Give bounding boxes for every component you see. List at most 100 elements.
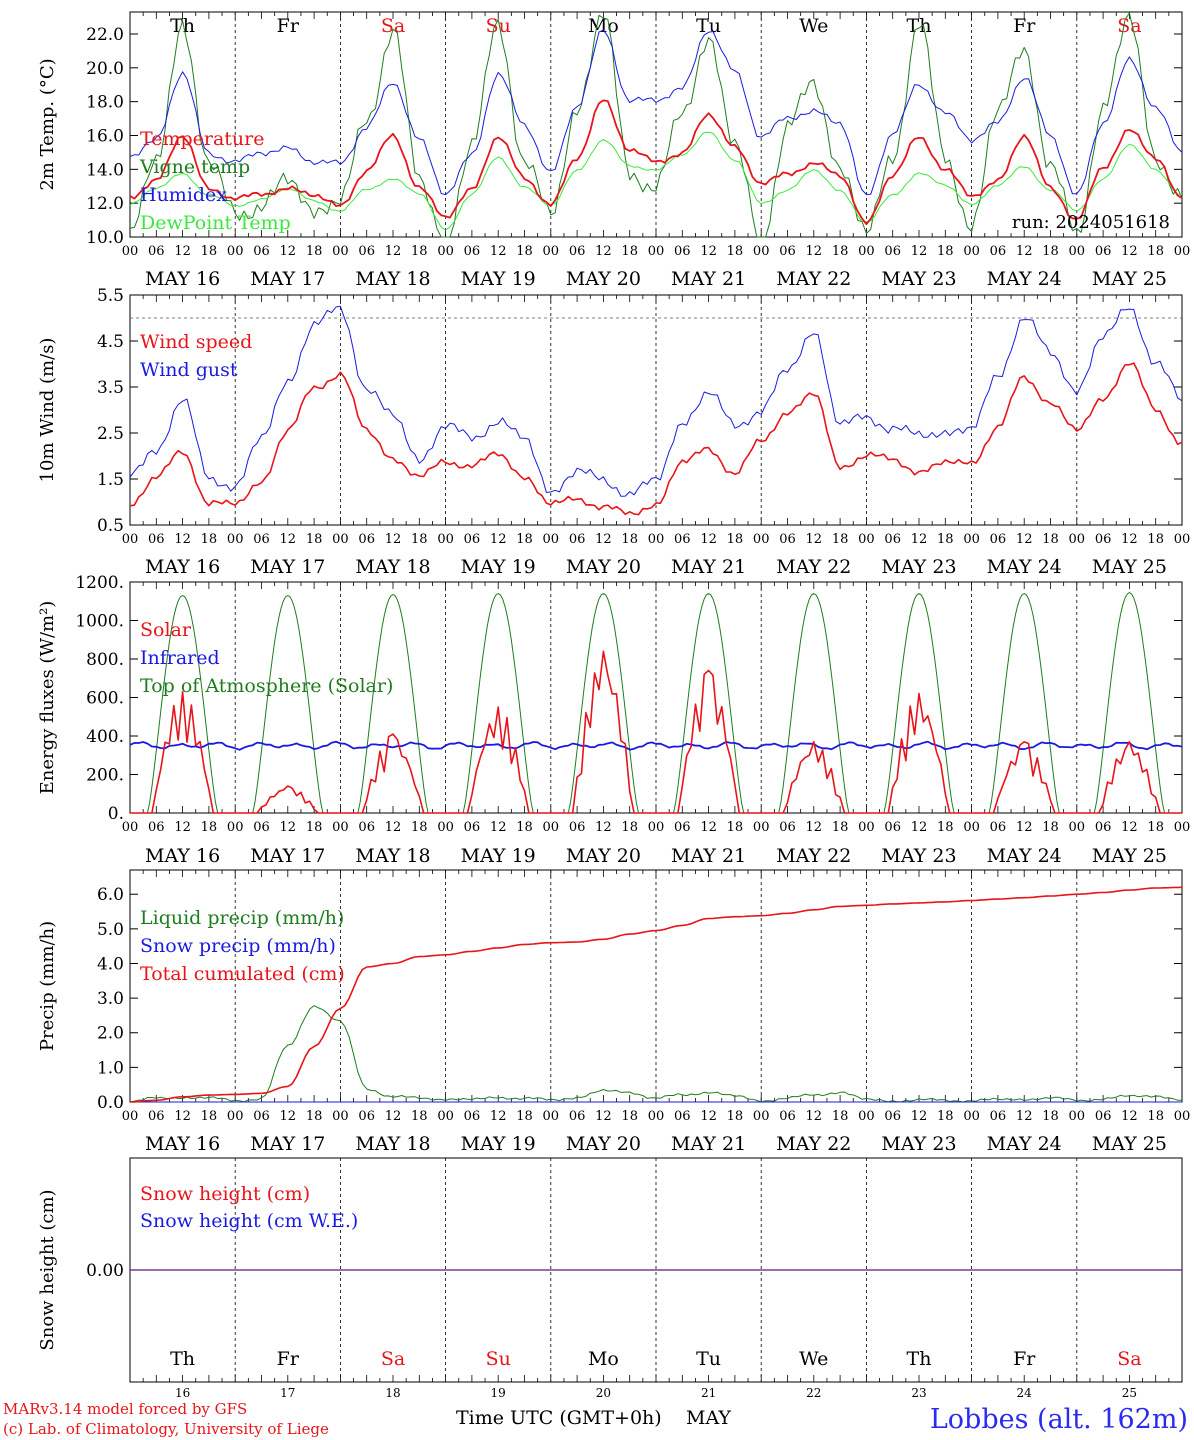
hour-tick-label: 12 — [280, 820, 297, 835]
hour-tick-label: 18 — [1042, 244, 1059, 259]
y-tick-label: 5.5 — [97, 286, 124, 306]
weekday-label: Su — [486, 1348, 511, 1370]
hour-tick-label: 18 — [621, 1109, 638, 1124]
y-tick-label: 2.0 — [97, 1024, 124, 1044]
hour-tick-label: 12 — [280, 1109, 297, 1124]
hour-tick-label: 12 — [595, 532, 612, 547]
day-number-label: 19 — [491, 1386, 506, 1400]
y-axis-title: Energy fluxes (W/m²) — [37, 601, 58, 795]
hour-tick-label: 00 — [1069, 1109, 1086, 1124]
hour-tick-label: 00 — [753, 1109, 770, 1124]
date-label: MAY 25 — [1092, 845, 1167, 867]
date-label: MAY 21 — [671, 268, 746, 290]
date-label: MAY 16 — [145, 1133, 220, 1155]
hour-tick-label: 12 — [700, 820, 717, 835]
series-line-wind-gust — [129, 305, 1183, 497]
hour-tick-label: 12 — [1016, 1109, 1033, 1124]
hour-tick-label: 18 — [937, 532, 954, 547]
y-tick-label: 6.0 — [97, 885, 124, 905]
legend-entry: Wind gust — [140, 359, 238, 381]
hour-tick-label: 18 — [937, 244, 954, 259]
hour-tick-label: 18 — [621, 244, 638, 259]
date-label: MAY 24 — [987, 845, 1062, 867]
y-tick-label: 0.0 — [97, 1093, 124, 1113]
date-label: MAY 17 — [250, 845, 325, 867]
hour-tick-label: 18 — [937, 1109, 954, 1124]
hour-tick-label: 12 — [1016, 244, 1033, 259]
y-tick-label: 1.5 — [97, 470, 124, 490]
hour-tick-label: 00 — [858, 244, 875, 259]
hour-tick-label: 18 — [516, 1109, 533, 1124]
series-line-humidex — [129, 29, 1183, 196]
legend-entry: DewPoint Temp — [140, 212, 291, 234]
weekday-label: Fr — [1013, 1348, 1036, 1370]
hour-tick-label: 00 — [122, 1109, 139, 1124]
hour-tick-label: 06 — [358, 532, 375, 547]
hour-tick-label: 18 — [201, 532, 218, 547]
run-label: run: 2024051618 — [1012, 212, 1170, 233]
hour-tick-label: 18 — [201, 820, 218, 835]
hour-tick-label: 00 — [648, 820, 665, 835]
hour-tick-label: 18 — [306, 244, 323, 259]
hour-tick-label: 00 — [543, 820, 560, 835]
y-tick-label: 200. — [86, 766, 124, 786]
date-label: MAY 20 — [566, 268, 641, 290]
weekday-label: Th — [170, 15, 195, 37]
hour-tick-label: 18 — [1147, 1109, 1164, 1124]
hour-tick-label: 12 — [1121, 244, 1138, 259]
y-axis-title: Precip (mm/h) — [37, 921, 58, 1051]
hour-tick-label: 18 — [832, 1109, 849, 1124]
hour-tick-label: 06 — [674, 1109, 691, 1124]
hour-tick-label: 06 — [569, 244, 586, 259]
date-label: MAY 25 — [1092, 268, 1167, 290]
weekday-label: Sa — [1117, 1348, 1141, 1370]
hour-tick-label: 12 — [595, 1109, 612, 1124]
y-axis-title: Snow height (cm) — [37, 1189, 58, 1350]
hour-tick-label: 00 — [437, 244, 454, 259]
date-label: MAY 18 — [355, 845, 430, 867]
hour-tick-label: 12 — [700, 244, 717, 259]
hour-tick-label: 00 — [1069, 532, 1086, 547]
date-label: MAY 23 — [881, 268, 956, 290]
hour-tick-label: 00 — [648, 532, 665, 547]
hour-tick-label: 00 — [227, 244, 244, 259]
plot-frame — [129, 11, 1183, 238]
weekday-label: Th — [170, 1348, 195, 1370]
hour-tick-label: 00 — [332, 820, 349, 835]
y-tick-label: 0.5 — [97, 516, 124, 536]
day-number-label: 20 — [596, 1386, 611, 1400]
series-line-solar — [130, 650, 1182, 814]
hour-tick-label: 12 — [280, 532, 297, 547]
weekday-label: Sa — [381, 1348, 405, 1370]
hour-tick-label: 00 — [753, 532, 770, 547]
hour-tick-label: 00 — [753, 820, 770, 835]
legend-entry: Total cumulated (cm) — [140, 963, 345, 985]
date-label: MAY 22 — [776, 268, 851, 290]
hour-tick-label: 06 — [674, 244, 691, 259]
legend-entry: Humidex — [140, 184, 227, 206]
hour-tick-label: 00 — [963, 820, 980, 835]
weekday-label: Th — [907, 15, 932, 37]
y-tick-label: 3.5 — [97, 378, 124, 398]
hour-tick-label: 12 — [806, 244, 823, 259]
hour-tick-label: 00 — [122, 820, 139, 835]
hour-tick-label: 06 — [884, 532, 901, 547]
hour-tick-label: 18 — [727, 1109, 744, 1124]
date-label: MAY 25 — [1092, 1133, 1167, 1155]
hour-tick-label: 00 — [122, 532, 139, 547]
hour-tick-label: 00 — [437, 532, 454, 547]
hour-tick-label: 00 — [1174, 244, 1191, 259]
hour-tick-label: 12 — [1121, 1109, 1138, 1124]
date-label: MAY 24 — [987, 556, 1062, 578]
legend-entry: Snow height (cm) — [140, 1183, 310, 1205]
date-label: MAY 21 — [671, 556, 746, 578]
hour-tick-label: 06 — [464, 820, 481, 835]
hour-tick-label: 00 — [858, 532, 875, 547]
hour-tick-label: 18 — [621, 532, 638, 547]
hour-tick-label: 12 — [174, 532, 191, 547]
x-axis-title: Time UTC (GMT+0h) — [456, 1407, 662, 1429]
hour-tick-label: 06 — [358, 820, 375, 835]
y-axis-title: 2m Temp. (°C) — [37, 58, 58, 190]
date-label: MAY 19 — [461, 1133, 536, 1155]
legend-entry: Liquid precip (mm/h) — [140, 907, 344, 929]
